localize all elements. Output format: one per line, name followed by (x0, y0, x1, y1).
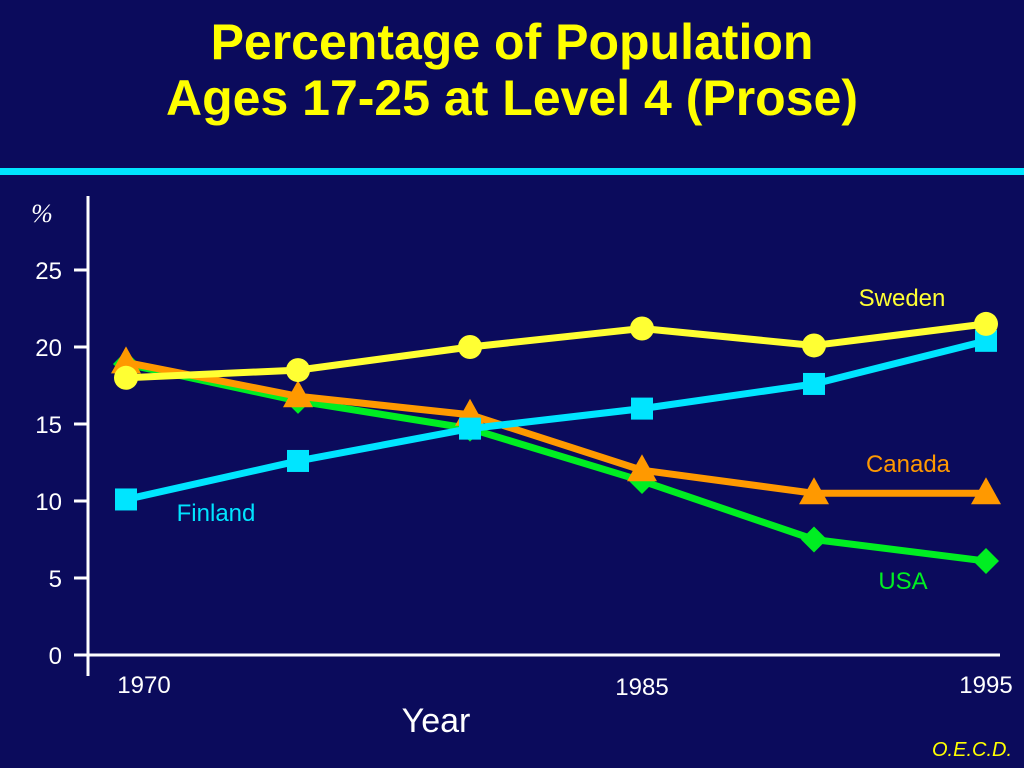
series-sweden (114, 311, 998, 390)
x-tick-label: 1995 (959, 672, 1012, 699)
chart-axes: 0 5 10 15 20 25% 1970 1985 1995 Year (31, 196, 1013, 740)
data-point-square (459, 417, 481, 440)
y-tick-label: 5 (49, 566, 62, 593)
y-tick-label: 15 (35, 412, 62, 439)
data-point-square (287, 449, 309, 472)
data-point-circle (458, 335, 482, 359)
data-point-square (631, 397, 653, 420)
y-tick-label: 25 (35, 258, 62, 285)
x-tick-label: 1970 (117, 672, 170, 699)
chart-series (111, 311, 1001, 575)
series-label-finland: Finland (177, 500, 256, 527)
data-point-circle (802, 333, 826, 358)
series-line-finland (125, 337, 987, 503)
chart-title: Percentage of Population Ages 17-25 at L… (0, 14, 1024, 126)
data-point-diamond (801, 526, 827, 553)
y-tick-label: 0 (49, 643, 62, 670)
series-finland (115, 329, 997, 511)
data-point-triangle (627, 454, 657, 482)
data-point-square (803, 372, 825, 395)
series-label-canada: Canada (866, 451, 951, 478)
y-axis-label: % (31, 199, 53, 228)
data-point-square (115, 488, 137, 511)
y-tick-label: 10 (35, 489, 62, 516)
data-point-circle (974, 311, 998, 336)
x-tick-label: 1985 (615, 674, 668, 701)
data-point-circle (286, 358, 310, 383)
source-note: O.E.C.D. (931, 739, 1012, 761)
data-point-square (975, 329, 997, 352)
series-label-sweden: Sweden (859, 285, 946, 312)
data-point-triangle (799, 477, 829, 505)
title-line-2: Ages 17-25 at Level 4 (Prose) (166, 70, 858, 126)
data-point-circle (114, 365, 138, 390)
y-tick-label: 20 (35, 335, 62, 362)
x-axis-label: Year (402, 702, 471, 740)
data-point-diamond (973, 548, 999, 575)
series-line-usa (125, 360, 987, 565)
title-divider (0, 168, 1024, 175)
chart-labels: Sweden Finland Canada USA (177, 285, 951, 595)
data-point-triangle (111, 346, 141, 374)
series-line-sweden (125, 320, 987, 382)
data-point-triangle (971, 477, 1001, 505)
series-canada (111, 346, 1001, 505)
data-point-triangle (283, 380, 313, 408)
series-label-usa: USA (878, 568, 927, 595)
title-line-1: Percentage of Population (210, 14, 814, 70)
data-point-circle (630, 316, 654, 341)
series-line-canada (125, 358, 986, 497)
